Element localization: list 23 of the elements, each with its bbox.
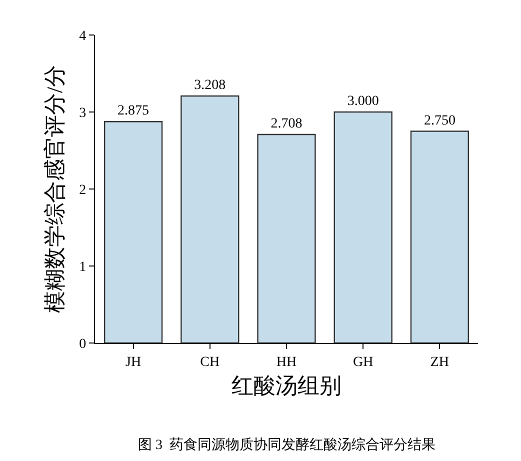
caption: 图 3 药食同源物质协同发酵红酸汤综合评分结果	[138, 437, 436, 453]
x-axis-title: 红酸汤组别	[232, 372, 342, 398]
bar	[410, 130, 470, 343]
y-tick-label: 4	[79, 28, 86, 44]
data-label: 3.208	[194, 78, 226, 93]
data-label: 3.000	[347, 94, 379, 109]
x-tick-label: CH	[200, 354, 220, 370]
data-label: 2.750	[424, 113, 456, 128]
x-tick-label: GH	[352, 354, 374, 370]
bar	[180, 95, 240, 343]
x-tick-label: JH	[126, 354, 142, 370]
bar	[257, 134, 316, 343]
bar	[104, 121, 163, 343]
y-tick-label: 2	[79, 182, 86, 198]
y-tick-label: 1	[79, 260, 86, 275]
y-tick-label: 3	[79, 106, 86, 121]
data-label: 2.875	[118, 104, 150, 119]
data-label: 2.708	[270, 116, 302, 132]
y-axis-title: 模糊数学综合感官评分/分	[42, 64, 67, 314]
y-tick-label: 0	[79, 336, 86, 352]
x-tick-label: ZH	[430, 354, 450, 370]
x-tick-label: HH	[276, 354, 297, 370]
bar	[334, 111, 392, 343]
